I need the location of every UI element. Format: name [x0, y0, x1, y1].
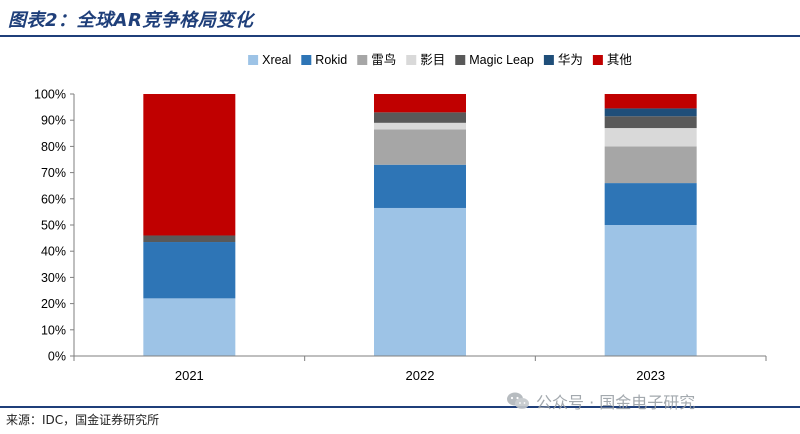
legend-swatch — [357, 55, 368, 65]
legend-swatch — [406, 55, 417, 65]
y-tick-label: 80% — [41, 140, 66, 154]
bar-segment — [604, 146, 697, 184]
bar-segment — [374, 207, 466, 356]
chart-legend: Xreal Rokid 雷鸟 影目 Magic Leap 华为 其他 — [248, 52, 632, 67]
bars — [143, 94, 697, 356]
bar-segment — [374, 122, 466, 130]
legend-swatch — [592, 55, 603, 65]
bar-segment — [374, 129, 466, 165]
legend-swatch — [543, 55, 554, 65]
y-tick-label: 20% — [41, 297, 66, 311]
legend-item: Xreal — [248, 53, 291, 67]
bar-segment — [604, 108, 697, 117]
legend-item: 雷鸟 — [357, 52, 396, 67]
y-tick-label: 100% — [34, 88, 66, 102]
legend-swatch — [248, 55, 259, 65]
source-note: 来源：IDC，国金证券研究所 — [6, 413, 160, 427]
legend-label: 华为 — [558, 52, 583, 67]
bar-segment — [604, 94, 697, 109]
stacked-bar-chart: Xreal Rokid 雷鸟 影目 Magic Leap 华为 其他 0% 10% 20% 30%… — [34, 52, 767, 383]
bar-segment — [143, 298, 236, 356]
legend-item: 华为 — [543, 52, 583, 67]
figure-title: 图表2：全球AR竞争格局变化 — [8, 10, 254, 31]
bar-segment — [143, 235, 236, 243]
legend-label: 雷鸟 — [371, 52, 396, 67]
legend-swatch — [455, 55, 466, 65]
y-tick-label: 0% — [48, 350, 66, 364]
y-tick-label: 90% — [41, 114, 66, 128]
y-tick-label: 60% — [41, 192, 66, 206]
y-tick-label: 70% — [41, 166, 66, 180]
y-tick-label: 10% — [41, 323, 66, 337]
y-tick-label: 30% — [41, 271, 66, 285]
bar-segment — [604, 116, 697, 129]
bar-segment — [143, 242, 236, 299]
y-tick-label: 50% — [41, 219, 66, 233]
bar-segment — [604, 183, 697, 225]
legend-label: Rokid — [315, 53, 347, 67]
x-tick-label: 2022 — [406, 368, 435, 383]
legend-label: Xreal — [262, 53, 291, 67]
x-axis: 2021 2022 2023 — [73, 355, 767, 383]
legend-item: 其他 — [592, 53, 633, 67]
bottom-rule — [0, 406, 800, 408]
x-tick-label: 2021 — [175, 368, 204, 383]
legend-label: 其他 — [607, 53, 633, 67]
legend-swatch — [301, 55, 312, 65]
legend-item: 影目 — [406, 53, 445, 67]
bar-segment — [374, 112, 466, 123]
x-tick-label: 2023 — [636, 368, 665, 383]
legend-label: Magic Leap — [469, 53, 534, 67]
y-tick-label: 40% — [41, 245, 66, 259]
bar-segment — [374, 164, 466, 208]
watermark: 公众号 · 国金电子研究 — [506, 389, 695, 413]
watermark-text: 公众号 · 国金电子研究 — [536, 393, 696, 412]
legend-item: Magic Leap — [455, 53, 534, 67]
bar-segment — [143, 94, 236, 236]
wechat-icon — [506, 391, 530, 411]
legend-label: 影目 — [420, 53, 445, 67]
bar-segment — [604, 128, 697, 147]
top-rule — [0, 35, 800, 37]
y-axis: 0% 10% 20% 30% 40% 50% 60% 70% 80% 90% 100% — [34, 88, 75, 364]
legend-item: Rokid — [301, 53, 347, 67]
bar-segment — [374, 94, 466, 113]
bar-segment — [604, 225, 697, 356]
